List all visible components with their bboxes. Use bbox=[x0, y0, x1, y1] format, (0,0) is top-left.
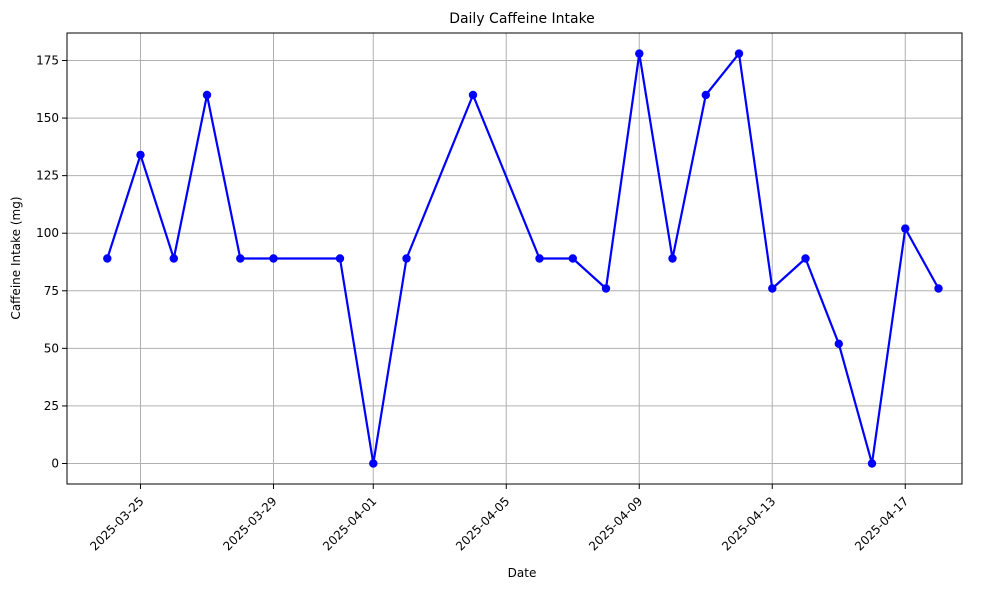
grid-layer bbox=[67, 33, 962, 484]
data-point bbox=[701, 90, 710, 100]
data-point bbox=[934, 284, 943, 293]
y-tick-label: 125 bbox=[36, 169, 59, 183]
data-point bbox=[468, 90, 478, 100]
y-tick-label: 25 bbox=[44, 399, 59, 413]
data-point bbox=[734, 49, 744, 58]
data-point bbox=[103, 254, 112, 263]
y-tick-label: 175 bbox=[36, 54, 59, 68]
data-point bbox=[834, 339, 843, 348]
data-point bbox=[136, 150, 145, 160]
data-point bbox=[269, 254, 278, 263]
data-point bbox=[635, 49, 644, 58]
data-point bbox=[668, 254, 677, 263]
y-tick-label: 100 bbox=[36, 226, 59, 240]
x-axis-label: Date bbox=[508, 566, 537, 580]
y-axis-ticks: 0 25 50 75 100 125 150 175 bbox=[36, 54, 67, 471]
data-point bbox=[901, 224, 910, 233]
data-point bbox=[402, 254, 411, 263]
data-point bbox=[202, 90, 212, 100]
series-points-layer bbox=[103, 49, 943, 468]
data-point bbox=[369, 459, 378, 468]
data-point bbox=[867, 459, 877, 468]
data-point bbox=[335, 254, 345, 263]
plot-frame bbox=[66, 32, 963, 485]
data-point bbox=[768, 284, 777, 293]
chart-title: Daily Caffeine Intake bbox=[449, 11, 595, 27]
data-point bbox=[236, 254, 245, 263]
y-axis-label: Caffeine Intake (mg) bbox=[9, 196, 23, 319]
y-tick-label: 75 bbox=[44, 284, 59, 298]
y-tick-label: 150 bbox=[36, 111, 59, 125]
data-point bbox=[801, 254, 810, 263]
y-tick-label: 0 bbox=[51, 457, 59, 471]
data-point bbox=[169, 254, 178, 263]
data-point bbox=[535, 254, 544, 263]
data-point bbox=[601, 284, 611, 293]
data-point bbox=[568, 254, 577, 263]
y-tick-label: 50 bbox=[44, 341, 59, 355]
